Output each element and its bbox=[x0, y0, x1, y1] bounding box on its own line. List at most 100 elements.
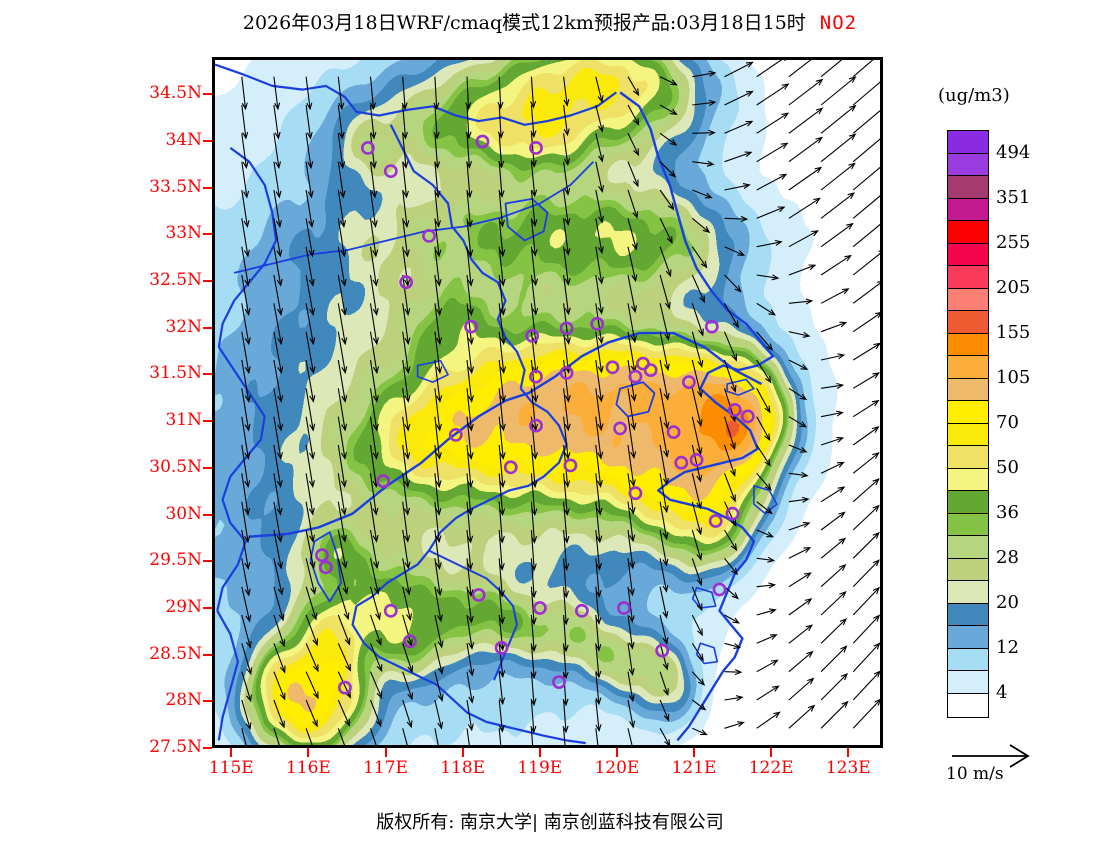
wind-vector bbox=[563, 501, 570, 544]
colorbar-band-21 bbox=[948, 603, 988, 626]
longitude-tick-mark bbox=[847, 748, 850, 757]
station-marker[interactable] bbox=[475, 134, 490, 149]
station-marker[interactable] bbox=[727, 402, 742, 417]
station-marker[interactable] bbox=[552, 675, 566, 689]
wind-vector bbox=[402, 218, 410, 258]
station-marker[interactable] bbox=[740, 409, 755, 424]
wind-vector bbox=[852, 60, 874, 78]
wind-vector bbox=[659, 189, 675, 211]
station-marker[interactable] bbox=[643, 363, 658, 377]
station-marker[interactable] bbox=[559, 365, 574, 380]
wind-vector bbox=[369, 671, 383, 700]
wind-scale-label: 10 m/s bbox=[946, 764, 1004, 784]
station-marker[interactable] bbox=[383, 603, 398, 618]
wind-vector bbox=[305, 133, 314, 170]
station-marker[interactable] bbox=[563, 458, 578, 473]
station-marker[interactable] bbox=[613, 421, 627, 436]
wind-vector bbox=[627, 189, 639, 219]
wind-vector bbox=[241, 218, 250, 258]
station-marker[interactable] bbox=[494, 640, 509, 655]
latitude-tick-mark bbox=[203, 466, 212, 469]
station-marker[interactable] bbox=[605, 360, 620, 375]
wind-vector bbox=[402, 359, 411, 403]
wind-vector bbox=[498, 671, 506, 706]
wind-vector bbox=[337, 246, 347, 287]
station-marker[interactable] bbox=[360, 141, 375, 155]
station-marker[interactable] bbox=[708, 514, 723, 528]
wind-vector bbox=[756, 685, 780, 701]
station-marker[interactable] bbox=[525, 328, 540, 343]
station-marker[interactable] bbox=[315, 548, 329, 563]
station-marker[interactable] bbox=[383, 164, 398, 178]
wind-vector bbox=[724, 303, 739, 329]
station-marker[interactable] bbox=[725, 506, 740, 521]
station-marker[interactable] bbox=[628, 369, 643, 384]
wind-vector bbox=[724, 90, 754, 106]
station-marker[interactable] bbox=[704, 319, 719, 334]
wind-vector bbox=[530, 274, 539, 316]
station-marker[interactable] bbox=[674, 455, 689, 470]
wind-vector bbox=[337, 303, 348, 346]
colorbar[interactable] bbox=[947, 130, 989, 718]
station-marker[interactable] bbox=[689, 452, 704, 467]
wind-vector bbox=[724, 120, 754, 134]
wind-vector bbox=[434, 614, 444, 649]
wind-vector bbox=[563, 161, 571, 196]
latitude-tick-label: 32.5N bbox=[149, 270, 202, 291]
province-boundary-anhui-south bbox=[355, 387, 568, 608]
latitude-tick-mark bbox=[203, 653, 212, 656]
station-marker[interactable] bbox=[681, 375, 696, 389]
station-marker[interactable] bbox=[318, 560, 333, 575]
station-marker[interactable] bbox=[503, 460, 518, 475]
wind-vector bbox=[659, 104, 678, 115]
wind-vector bbox=[433, 76, 440, 111]
wind-vector bbox=[627, 671, 635, 703]
coastline bbox=[619, 91, 775, 742]
station-marker[interactable] bbox=[529, 369, 543, 384]
station-marker[interactable] bbox=[337, 680, 352, 695]
station-marker[interactable] bbox=[448, 427, 463, 442]
station-marker[interactable] bbox=[628, 486, 643, 501]
station-marker[interactable] bbox=[529, 418, 543, 433]
station-marker[interactable] bbox=[655, 643, 670, 658]
wind-vector bbox=[788, 471, 809, 478]
latitude-tick-mark bbox=[203, 186, 212, 189]
wind-vector bbox=[724, 695, 744, 702]
station-marker[interactable] bbox=[376, 474, 391, 489]
wind-vector bbox=[820, 254, 852, 276]
station-marker[interactable] bbox=[422, 228, 436, 243]
colorbar-band-9 bbox=[948, 333, 988, 356]
station-marker[interactable] bbox=[464, 319, 478, 334]
wind-vector bbox=[788, 598, 813, 616]
wind-vector bbox=[241, 614, 252, 649]
map-plot-area[interactable] bbox=[212, 57, 883, 748]
station-marker[interactable] bbox=[590, 316, 605, 331]
wind-vector bbox=[337, 161, 346, 199]
station-marker[interactable] bbox=[666, 425, 681, 439]
wind-vector bbox=[595, 303, 604, 345]
colorbar-band-16 bbox=[948, 491, 988, 514]
station-marker[interactable] bbox=[399, 275, 413, 290]
station-marker[interactable] bbox=[471, 588, 486, 602]
wind-vector bbox=[563, 388, 571, 432]
wind-vector bbox=[659, 359, 670, 401]
wind-vector bbox=[369, 416, 379, 460]
station-marker[interactable] bbox=[529, 141, 543, 155]
wind-vector bbox=[788, 387, 808, 401]
wind-vector bbox=[498, 274, 506, 316]
station-marker[interactable] bbox=[616, 601, 631, 615]
wind-vector bbox=[659, 586, 669, 619]
latitude-tick-mark bbox=[203, 93, 212, 96]
station-marker[interactable] bbox=[532, 601, 547, 615]
wind-vector bbox=[691, 529, 703, 561]
wind-vector bbox=[563, 728, 566, 745]
wind-vector bbox=[820, 410, 844, 418]
station-marker[interactable] bbox=[712, 582, 727, 597]
province-boundary-fujian bbox=[351, 605, 586, 745]
station-marker[interactable] bbox=[574, 603, 589, 618]
station-marker[interactable] bbox=[559, 321, 574, 336]
station-marker[interactable] bbox=[402, 634, 417, 649]
wind-vector bbox=[305, 473, 315, 516]
wind-vector bbox=[498, 501, 505, 544]
wind-vector bbox=[788, 704, 816, 729]
